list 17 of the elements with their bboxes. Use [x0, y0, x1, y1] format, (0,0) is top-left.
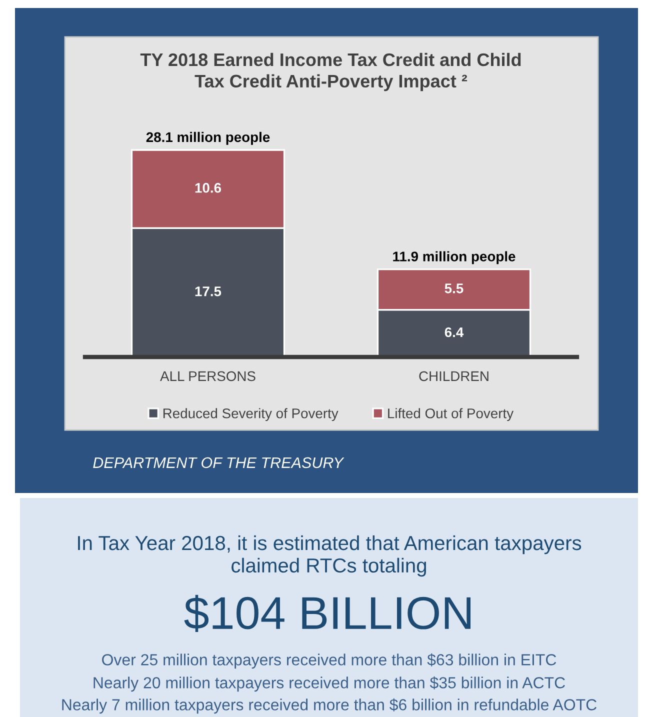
data-label: 5.5 [444, 284, 464, 294]
data-label: 6.4 [444, 327, 464, 338]
data-label: 17.5 [195, 286, 222, 296]
text: Nearly 7 million taxpayers received more than $6 billion in refundable AOTC [62, 698, 597, 714]
text: $104 BILLION [184, 594, 471, 632]
data-label: 10.6 [195, 182, 222, 193]
x-tick-label: ALL PERSONS [160, 371, 256, 382]
legend-label: Lifted Out of Poverty [388, 408, 514, 422]
total-label: 28.1 million people [146, 132, 270, 145]
total-label: 11.9 million people [393, 251, 516, 264]
legend-label: Reduced Severity of Poverty [163, 408, 338, 422]
text: Over 25 million taxpayers received more than $63 billion in EITC [102, 653, 556, 669]
text: In Tax Year 2018, it is estimated that American taxpayers claimed RTCs totaling [78, 535, 582, 577]
text: Nearly 20 million taxpayers received more than $35 billion in ACTC [94, 676, 565, 692]
x-tick-label: CHILDREN [419, 371, 488, 382]
text: DEPARTMENT OF THE TREASURY [93, 457, 344, 468]
chart-title: TY 2018 Earned Income Tax Credit and Child Tax Credit Anti-Poverty Impact ² [140, 52, 521, 92]
